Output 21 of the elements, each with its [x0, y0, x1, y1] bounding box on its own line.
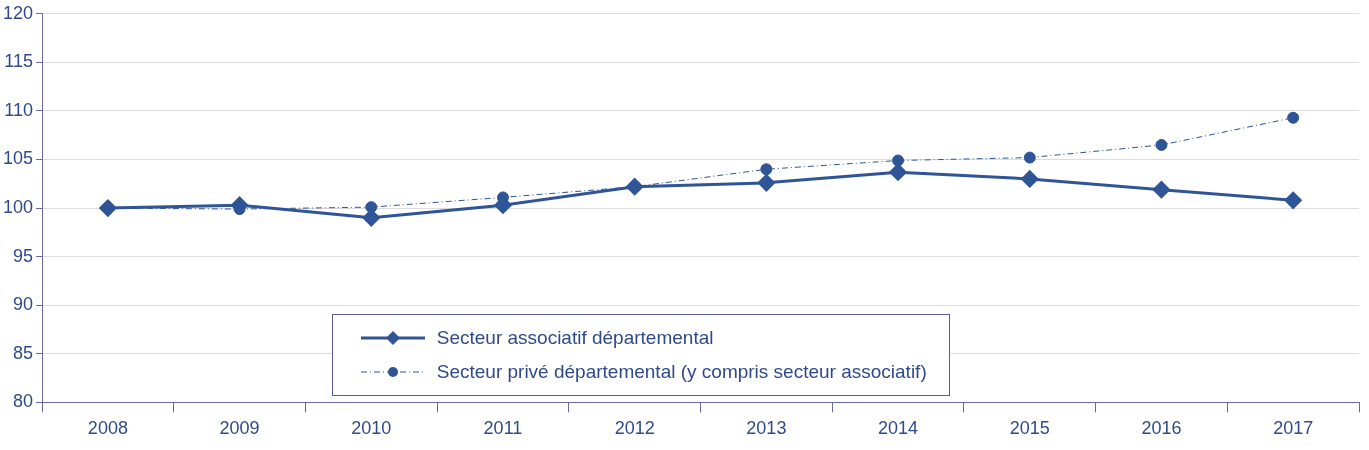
y-tick-label: 85 — [13, 342, 34, 363]
y-tick-label: 120 — [2, 2, 34, 23]
x-tick-label: 2010 — [351, 418, 392, 439]
y-tick-label: 115 — [4, 51, 34, 72]
y-tick-label: 110 — [4, 99, 34, 120]
legend-label: Secteur privé départemental (y compris secteur associatif) — [436, 361, 927, 384]
x-tick-label: 2014 — [878, 418, 919, 439]
x-tick-label: 2008 — [87, 418, 128, 439]
x-tick-label: 2011 — [483, 418, 523, 439]
x-tick-label: 2015 — [1009, 418, 1050, 439]
x-tick-label: 2009 — [219, 418, 260, 439]
y-tick-label: 95 — [13, 245, 34, 266]
x-tick-label: 2013 — [746, 418, 787, 439]
x-tick-label: 2017 — [1273, 418, 1314, 439]
y-tick-label: 105 — [2, 148, 34, 169]
y-tick-label: 90 — [13, 294, 34, 315]
x-tick-label: 2012 — [614, 418, 655, 439]
legend-label: Secteur associatif départemental — [436, 327, 714, 350]
y-tick-label: 80 — [13, 391, 34, 412]
x-tick-label: 2016 — [1141, 418, 1182, 439]
y-tick-label: 100 — [2, 197, 34, 218]
